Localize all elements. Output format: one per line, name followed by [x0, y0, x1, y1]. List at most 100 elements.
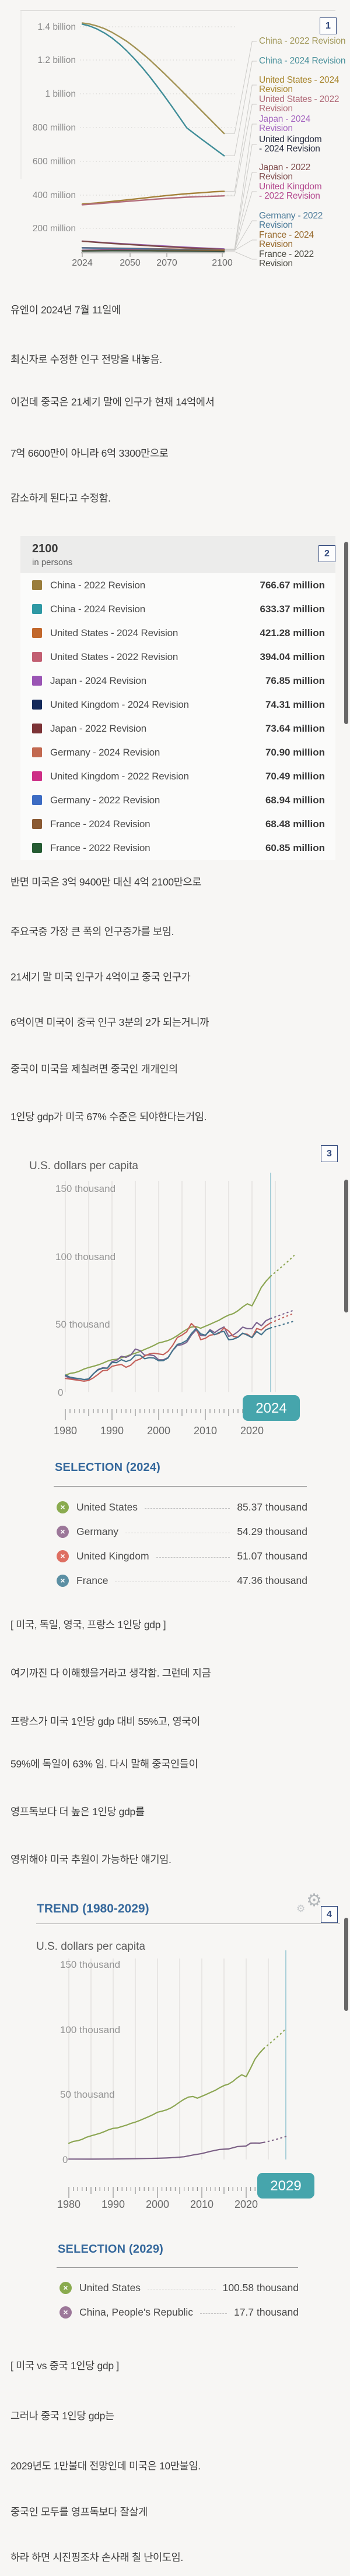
- series-color-swatch: [32, 724, 42, 733]
- series-color-swatch: [32, 604, 42, 614]
- x-tick-label: 1980: [57, 2199, 80, 2210]
- selection-row: United Kingdom 51.07 thousand: [57, 1544, 307, 1568]
- scrollbar-thumb[interactable]: [344, 1918, 348, 2011]
- x-tick-label: 2010: [190, 2199, 214, 2210]
- table-row-label: United Kingdom - 2024 Revision: [50, 698, 189, 710]
- population-series-lines: [81, 22, 225, 253]
- x-axis-ticks: [82, 253, 223, 257]
- svg-text:2029: 2029: [270, 2178, 301, 2194]
- scrollbar-thumb[interactable]: [344, 542, 348, 724]
- trend-series-lines: [68, 2028, 287, 2160]
- figure-number-badge-4: 4: [321, 1906, 338, 1923]
- legend-label-uk-2024: United Kingdom - 2024 Revision: [259, 135, 322, 154]
- table-row: Germany - 2024 Revision 70.90 million: [20, 740, 335, 764]
- table-row: China - 2024 Revision 633.37 million: [20, 597, 335, 621]
- paragraph: 감소하게 된다고 수정함.: [10, 492, 111, 504]
- x-tick-label: 2010: [194, 1425, 217, 1437]
- population-chart: 1.4 billion 1.2 billion 1 billion 800 mi…: [33, 22, 257, 268]
- paragraph: 중국인 모두를 영프독보다 잘살게: [10, 2506, 148, 2518]
- table-row: Germany - 2022 Revision 68.94 million: [20, 788, 335, 812]
- selection-2029-header: SELECTION (2029): [58, 2243, 164, 2256]
- year-marker-badge[interactable]: 2029: [257, 2173, 314, 2199]
- figure-number-badge-2: 2: [318, 545, 335, 562]
- legend-label-us-2024: United States - 2024 Revision: [259, 75, 340, 94]
- country-value: 17.7 thousand: [234, 2306, 299, 2318]
- x-tick-label: 2000: [147, 1425, 170, 1437]
- y-tick-label: 200 million: [33, 224, 76, 234]
- scrollbar-thumb[interactable]: [344, 1180, 348, 1312]
- figure-number-badge-3: 3: [321, 1145, 338, 1162]
- trend-gridlines: [68, 1959, 269, 2159]
- y-tick-label: 150 thousand: [60, 1959, 120, 1970]
- series-color-swatch: [32, 676, 42, 686]
- paragraph: 21세기 말 미국 인구가 4억이고 중국 인구가: [10, 971, 191, 983]
- table-row: France - 2024 Revision 68.48 million: [20, 812, 335, 836]
- series-color-swatch: [32, 843, 42, 853]
- x-tick-label: 2000: [146, 2199, 169, 2210]
- country-value: 51.07 thousand: [237, 1550, 307, 1562]
- table-row-value: 76.85 million: [265, 675, 325, 686]
- x-tick-label: 2050: [120, 258, 141, 268]
- y-tick-label: 600 million: [33, 157, 76, 167]
- table-row-label: Japan - 2022 Revision: [50, 722, 146, 734]
- paragraph: 주요국중 가장 큰 폭의 인구증가를 보임.: [10, 926, 174, 937]
- table-row-label: China - 2024 Revision: [50, 603, 146, 615]
- population-gridlines: [80, 26, 236, 229]
- settings-gear-icon[interactable]: ⚙ ⚙: [296, 1891, 322, 1914]
- country-value: 100.58 thousand: [222, 2281, 299, 2293]
- selection-rule: [57, 2267, 298, 2268]
- selection-row: United States 85.37 thousand: [57, 1495, 307, 1519]
- legend-label-japan-2024: Japan - 2024 Revision: [259, 114, 311, 133]
- y-tick-label: 1 billion: [45, 89, 76, 99]
- legend-label-germany-2022: Germany - 2022 Revision: [259, 211, 323, 230]
- remove-country-icon[interactable]: [57, 1525, 69, 1538]
- table-row-label: France - 2022 Revision: [50, 842, 150, 853]
- selection-rule: [54, 1486, 307, 1487]
- paragraph: 59%에 독일이 63% 임. 다시 말해 중국인들이: [10, 1758, 198, 1770]
- table-row-value: 74.31 million: [265, 698, 325, 710]
- legend-label-france-2024: France - 2024 Revision: [259, 230, 314, 249]
- year-marker-badge[interactable]: 2024: [243, 1395, 300, 1421]
- series-color-swatch: [32, 628, 42, 638]
- y-tick-label: 150 thousand: [55, 1183, 116, 1194]
- table-row: United States - 2024 Revision 421.28 mill…: [20, 621, 335, 645]
- remove-country-icon[interactable]: [60, 2306, 72, 2319]
- table-row-value: 73.64 million: [265, 722, 325, 734]
- figure-number-badge-1: 1: [320, 17, 337, 34]
- selection-row: China, People's Republic 17.7 thousand: [60, 2300, 299, 2324]
- remove-country-icon[interactable]: [57, 1501, 69, 1513]
- country-value: 54.29 thousand: [237, 1525, 307, 1537]
- x-tick-label: 2020: [235, 2199, 258, 2210]
- dotted-leader: [145, 1508, 230, 1509]
- paragraph: 2029년도 1만불대 전망인데 미국은 10만불임.: [10, 2460, 201, 2472]
- selection-2024-list: United States 85.37 thousand Germany 54.29…: [57, 1495, 307, 1593]
- table-row-value: 633.37 million: [260, 603, 326, 615]
- population-2100-table: 2100 in persons China - 2022 Revision 766…: [20, 536, 335, 860]
- table-row-label: China - 2022 Revision: [50, 579, 146, 591]
- x-tick-label: 1990: [102, 2199, 125, 2210]
- table-row: Japan - 2022 Revision 73.64 million: [20, 717, 335, 740]
- legend-label-us-2022: United States - 2022 Revision: [259, 94, 340, 114]
- dotted-leader: [156, 1557, 230, 1558]
- selection-row: France 47.36 thousand: [57, 1568, 307, 1593]
- selection-row: United States 100.58 thousand: [60, 2275, 299, 2300]
- paragraph: 6억이면 미국이 중국 인구 3분의 2가 되는거니까: [10, 1017, 209, 1028]
- dotted-leader: [200, 2313, 228, 2314]
- chart-frame-left-border: [20, 10, 22, 179]
- paragraph: 1인당 gdp가 미국 67% 수준은 되야한다는거임.: [10, 1111, 207, 1123]
- gdp-series-lines: [64, 1255, 295, 1382]
- remove-country-icon[interactable]: [60, 2281, 72, 2294]
- table-row: United States - 2022 Revision 394.04 mill…: [20, 645, 335, 669]
- country-name: Germany: [76, 1525, 118, 1537]
- selection-row: Germany 54.29 thousand: [57, 1519, 307, 1544]
- paragraph: 여기까진 다 이해했을거라고 생각함. 그런데 지금: [10, 1667, 211, 1679]
- remove-country-icon[interactable]: [57, 1550, 69, 1562]
- legend-label-japan-2022: Japan - 2022 Revision: [259, 163, 311, 182]
- table-row: China - 2022 Revision 766.67 million: [20, 573, 335, 597]
- remove-country-icon[interactable]: [57, 1574, 69, 1587]
- trend-header: TREND (1980-2029): [37, 1902, 149, 1915]
- table-row-value: 68.48 million: [265, 818, 325, 830]
- country-name: China, People's Republic: [79, 2306, 193, 2318]
- paragraph: 유엔이 2024년 7월 11일에: [10, 304, 121, 316]
